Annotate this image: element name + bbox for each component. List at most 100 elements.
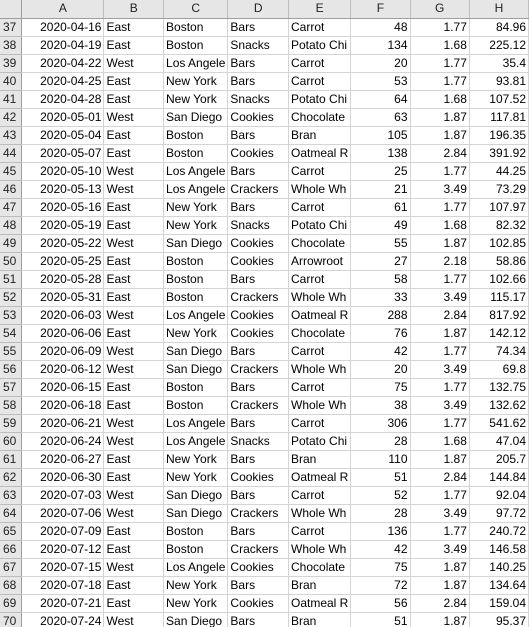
- cell-a[interactable]: 2020-05-22: [21, 234, 105, 253]
- cell-e[interactable]: Potato Chi: [288, 90, 352, 109]
- cell-a[interactable]: 2020-05-28: [21, 270, 105, 289]
- cell-a[interactable]: 2020-04-25: [21, 72, 105, 91]
- cell-h[interactable]: 73.29: [469, 180, 529, 199]
- cell-f[interactable]: 75: [350, 378, 411, 397]
- cell-h[interactable]: 240.72: [469, 522, 529, 541]
- cell-h[interactable]: 92.04: [469, 486, 529, 505]
- cell-h[interactable]: 95.37: [469, 612, 529, 627]
- cell-c[interactable]: Boston: [163, 378, 229, 397]
- cell-d[interactable]: Snacks: [227, 90, 289, 109]
- row-header[interactable]: 68: [0, 576, 23, 595]
- cell-f[interactable]: 110: [350, 450, 411, 469]
- row-header[interactable]: 66: [0, 540, 23, 559]
- cell-c[interactable]: Boston: [163, 144, 229, 163]
- cell-c[interactable]: New York: [163, 468, 229, 487]
- row-header[interactable]: 39: [0, 54, 23, 73]
- cell-c[interactable]: San Diego: [163, 360, 229, 379]
- cell-c[interactable]: New York: [163, 90, 229, 109]
- cell-e[interactable]: Carrot: [288, 198, 352, 217]
- cell-d[interactable]: Bars: [227, 198, 289, 217]
- cell-b[interactable]: West: [103, 486, 165, 505]
- cell-b[interactable]: East: [103, 18, 165, 37]
- cell-g[interactable]: 1.77: [410, 270, 470, 289]
- cell-c[interactable]: Boston: [163, 270, 229, 289]
- cell-e[interactable]: Potato Chi: [288, 36, 352, 55]
- cell-e[interactable]: Bran: [288, 576, 352, 595]
- row-header[interactable]: 57: [0, 378, 23, 397]
- cell-d[interactable]: Crackers: [227, 396, 289, 415]
- cell-d[interactable]: Bars: [227, 450, 289, 469]
- cell-e[interactable]: Bran: [288, 612, 352, 627]
- cell-g[interactable]: 1.87: [410, 126, 470, 145]
- cell-f[interactable]: 42: [350, 342, 411, 361]
- cell-h[interactable]: 107.52: [469, 90, 529, 109]
- row-header[interactable]: 61: [0, 450, 23, 469]
- cell-f[interactable]: 134: [350, 36, 411, 55]
- cell-d[interactable]: Bars: [227, 342, 289, 361]
- cell-d[interactable]: Crackers: [227, 504, 289, 523]
- cell-c[interactable]: Boston: [163, 540, 229, 559]
- cell-g[interactable]: 1.68: [410, 36, 470, 55]
- cell-b[interactable]: East: [103, 198, 165, 217]
- cell-g[interactable]: 3.49: [410, 360, 470, 379]
- cell-b[interactable]: West: [103, 360, 165, 379]
- cell-a[interactable]: 2020-06-27: [21, 450, 105, 469]
- cell-g[interactable]: 3.49: [410, 396, 470, 415]
- row-header[interactable]: 60: [0, 432, 23, 451]
- cell-f[interactable]: 38: [350, 396, 411, 415]
- cell-b[interactable]: West: [103, 162, 165, 181]
- cell-f[interactable]: 52: [350, 486, 411, 505]
- cell-c[interactable]: Los Angele: [163, 306, 229, 325]
- cell-a[interactable]: 2020-06-12: [21, 360, 105, 379]
- cell-e[interactable]: Chocolate: [288, 558, 352, 577]
- cell-g[interactable]: 1.77: [410, 414, 470, 433]
- row-header[interactable]: 40: [0, 72, 23, 91]
- cell-h[interactable]: 107.97: [469, 198, 529, 217]
- cell-g[interactable]: 1.87: [410, 558, 470, 577]
- cell-a[interactable]: 2020-04-19: [21, 36, 105, 55]
- cell-b[interactable]: East: [103, 288, 165, 307]
- cell-d[interactable]: Cookies: [227, 306, 289, 325]
- row-header[interactable]: 56: [0, 360, 23, 379]
- row-header[interactable]: 50: [0, 252, 23, 271]
- cell-g[interactable]: 1.68: [410, 90, 470, 109]
- cell-e[interactable]: Carrot: [288, 522, 352, 541]
- cell-g[interactable]: 3.49: [410, 180, 470, 199]
- cell-g[interactable]: 2.84: [410, 144, 470, 163]
- cell-d[interactable]: Bars: [227, 54, 289, 73]
- cell-e[interactable]: Carrot: [288, 162, 352, 181]
- cell-a[interactable]: 2020-04-28: [21, 90, 105, 109]
- cell-e[interactable]: Whole Wh: [288, 504, 352, 523]
- cell-f[interactable]: 72: [350, 576, 411, 595]
- cell-d[interactable]: Cookies: [227, 144, 289, 163]
- row-header[interactable]: 46: [0, 180, 23, 199]
- cell-b[interactable]: East: [103, 378, 165, 397]
- cell-h[interactable]: 47.04: [469, 432, 529, 451]
- cell-f[interactable]: 20: [350, 360, 411, 379]
- cell-a[interactable]: 2020-07-03: [21, 486, 105, 505]
- cell-b[interactable]: East: [103, 144, 165, 163]
- cell-d[interactable]: Bars: [227, 522, 289, 541]
- cell-f[interactable]: 58: [350, 270, 411, 289]
- cell-e[interactable]: Chocolate: [288, 324, 352, 343]
- cell-b[interactable]: West: [103, 558, 165, 577]
- row-header[interactable]: 44: [0, 144, 23, 163]
- cell-g[interactable]: 3.49: [410, 540, 470, 559]
- cell-b[interactable]: West: [103, 306, 165, 325]
- cell-f[interactable]: 42: [350, 540, 411, 559]
- row-header[interactable]: 45: [0, 162, 23, 181]
- cell-e[interactable]: Potato Chi: [288, 216, 352, 235]
- row-header[interactable]: 62: [0, 468, 23, 487]
- cell-g[interactable]: 1.77: [410, 18, 470, 37]
- cell-a[interactable]: 2020-05-07: [21, 144, 105, 163]
- cell-g[interactable]: 2.84: [410, 306, 470, 325]
- cell-a[interactable]: 2020-07-06: [21, 504, 105, 523]
- cell-d[interactable]: Bars: [227, 18, 289, 37]
- cell-f[interactable]: 76: [350, 324, 411, 343]
- cell-b[interactable]: West: [103, 234, 165, 253]
- cell-d[interactable]: Bars: [227, 162, 289, 181]
- cell-b[interactable]: West: [103, 504, 165, 523]
- cell-e[interactable]: Whole Wh: [288, 360, 352, 379]
- cell-d[interactable]: Cookies: [227, 558, 289, 577]
- row-header[interactable]: 64: [0, 504, 23, 523]
